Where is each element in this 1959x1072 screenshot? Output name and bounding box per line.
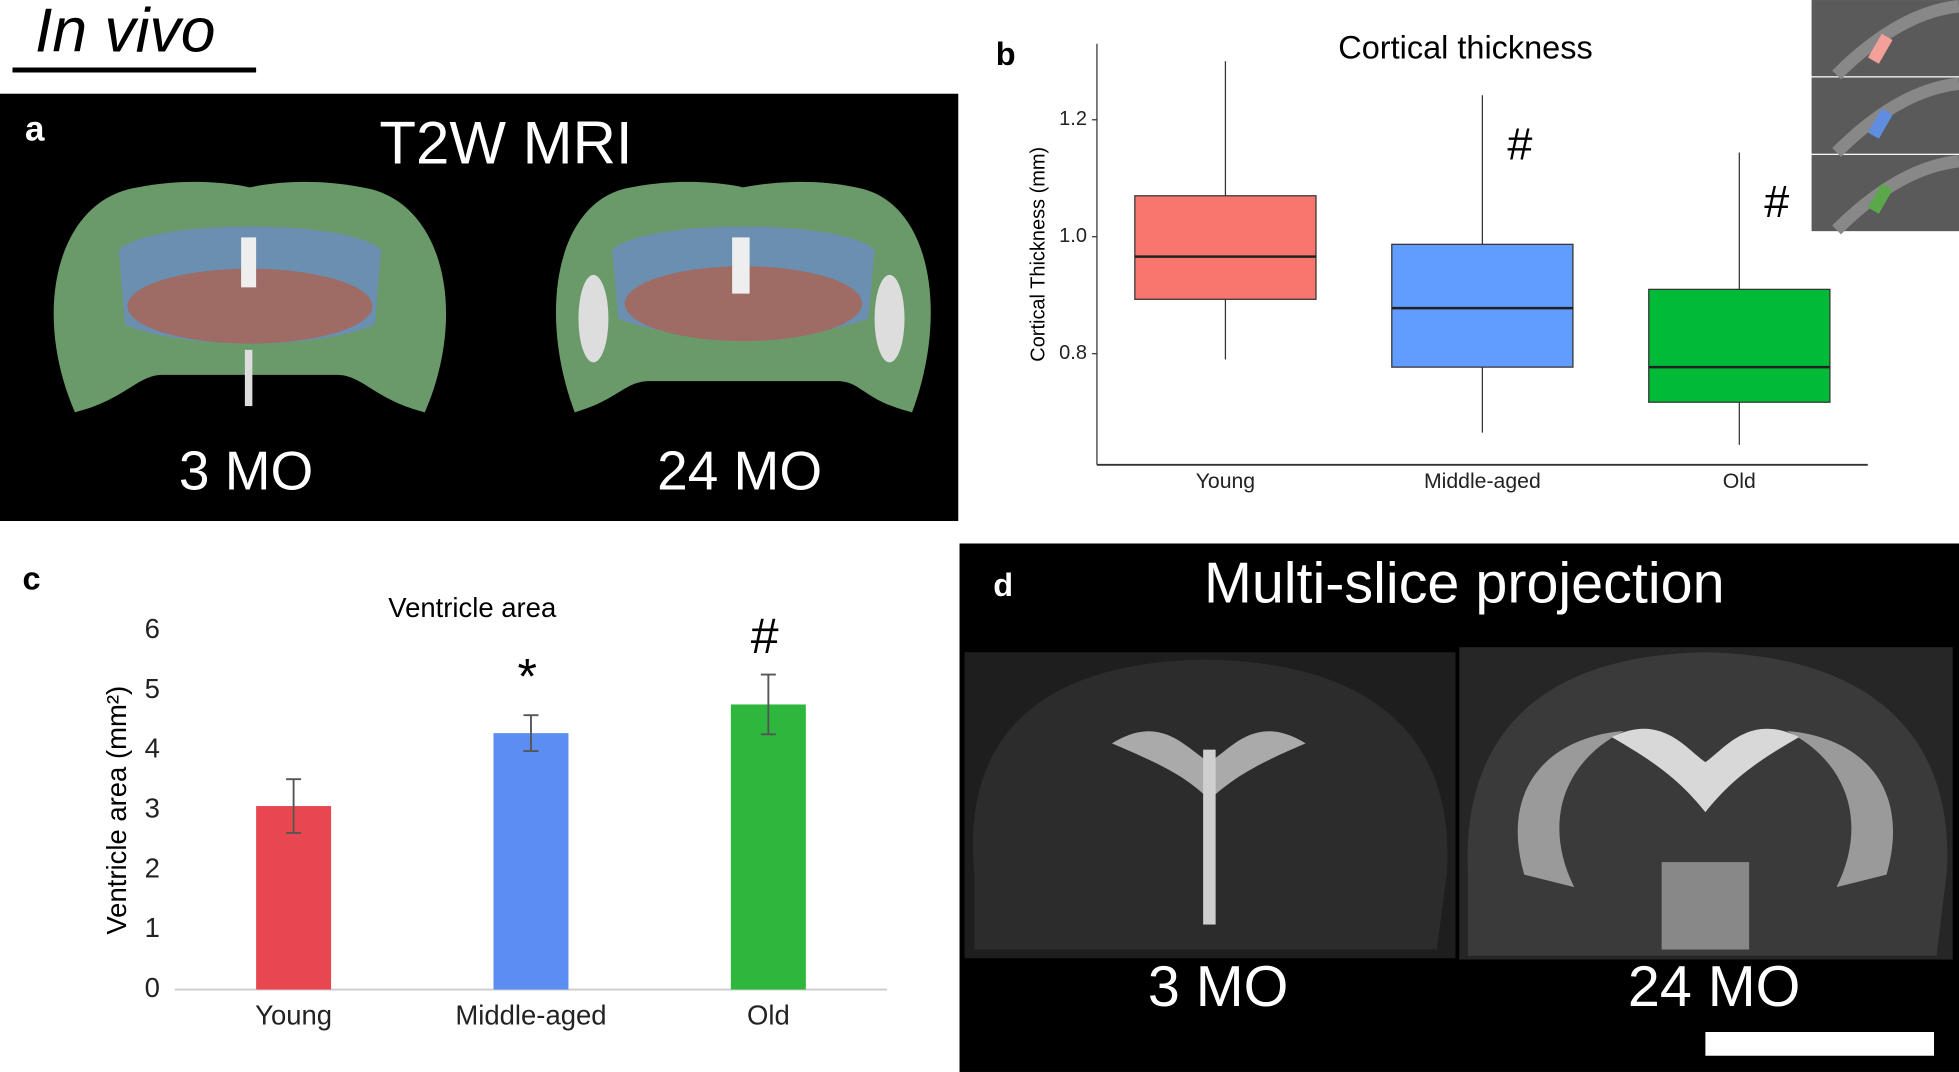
- bar: [256, 806, 332, 990]
- box: [1648, 288, 1831, 403]
- y-tick-label: 6: [145, 613, 160, 644]
- y-tick-label: 1: [145, 912, 160, 943]
- box: [1391, 243, 1574, 368]
- x-tick-label: Young: [255, 999, 332, 1030]
- mri-brain-young: [53, 181, 447, 413]
- annotation: #: [1764, 176, 1789, 227]
- x-tick-label: Young: [1196, 470, 1255, 493]
- x-tick-label: Middle-aged: [1424, 470, 1541, 493]
- image-caption: 3 MO: [1148, 955, 1289, 1019]
- annotation: #: [1507, 119, 1532, 170]
- projection-young: [964, 652, 1456, 959]
- y-tick-label: 2: [145, 852, 160, 883]
- bar: [493, 733, 569, 990]
- panel-title: Multi-slice projection: [1204, 551, 1725, 615]
- y-tick-label: 0.8: [1059, 342, 1087, 364]
- panel-label: b: [996, 36, 1016, 72]
- annotation: #: [751, 608, 779, 664]
- y-axis-label: Cortical Thickness (mm): [1028, 147, 1050, 362]
- scale-bar: [1705, 1031, 1935, 1056]
- y-tick-label: 3: [145, 793, 160, 824]
- y-tick-label: 0: [145, 972, 160, 1003]
- panel-label: a: [25, 109, 45, 148]
- y-tick-label: 4: [145, 733, 160, 764]
- error-bar: [286, 778, 302, 834]
- y-axis-label: Ventricle area (mm²): [101, 686, 132, 935]
- x-tick-label: Middle-aged: [455, 999, 606, 1030]
- mri-brain-old: [555, 181, 931, 413]
- panel-title: T2W MRI: [379, 109, 632, 176]
- y-tick-label: 1.2: [1059, 108, 1087, 130]
- image-caption: 24 MO: [657, 439, 822, 501]
- panel-label: c: [22, 561, 40, 597]
- chart-title: Cortical thickness: [1338, 30, 1592, 66]
- chart-title: Ventricle area: [388, 592, 557, 623]
- box: [1134, 195, 1317, 300]
- x-tick-label: Old: [1723, 470, 1756, 493]
- bar: [730, 704, 806, 990]
- heading: In vivo: [35, 0, 216, 66]
- image-caption: 24 MO: [1628, 955, 1800, 1019]
- x-tick-label: Old: [747, 999, 790, 1030]
- annotation: *: [518, 648, 537, 704]
- error-bar: [523, 714, 539, 753]
- inset-images: [1811, 0, 1959, 235]
- y-tick-label: 1.0: [1059, 225, 1087, 247]
- panel-label: d: [993, 567, 1013, 603]
- projection-old: [1459, 647, 1953, 960]
- error-bar: [760, 673, 776, 736]
- y-tick-label: 5: [145, 673, 160, 704]
- image-caption: 3 MO: [179, 439, 313, 501]
